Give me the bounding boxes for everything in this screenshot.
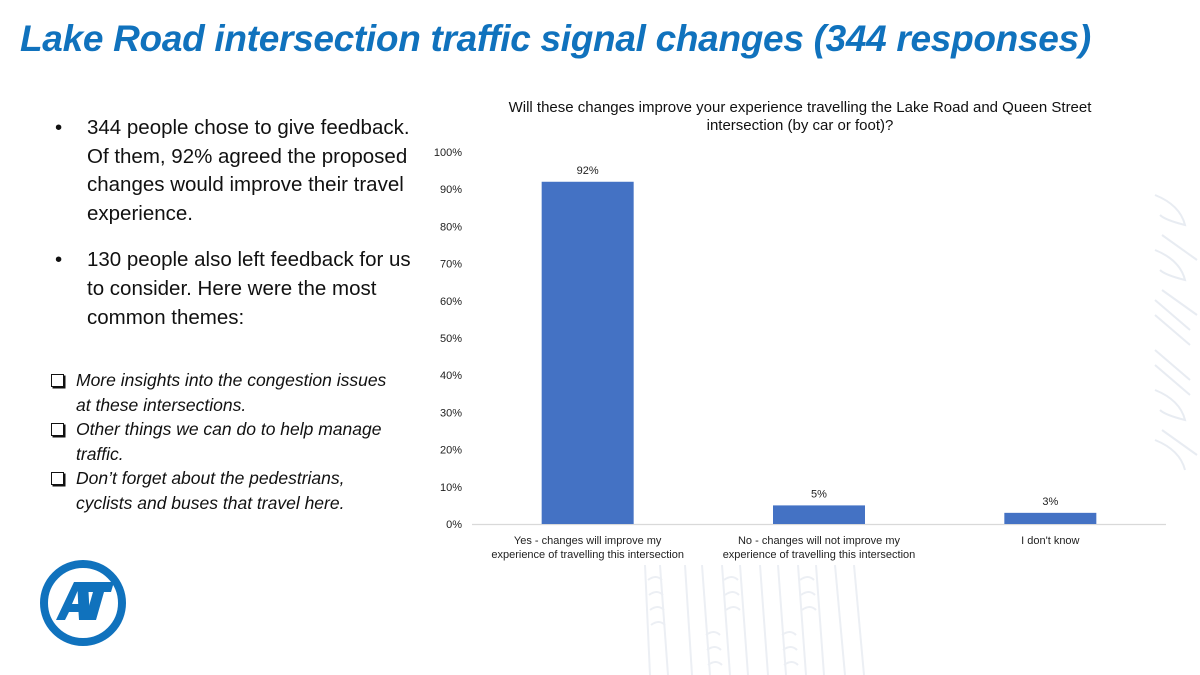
bar — [1004, 512, 1097, 524]
data-label: 92% — [577, 165, 599, 177]
bullet-item: • 344 people chose to give feedback. Of … — [55, 114, 415, 228]
checkbox-icon — [51, 374, 64, 387]
bar — [541, 181, 634, 524]
y-tick-label: 40% — [440, 370, 462, 382]
x-category-label: experience of travelling this intersecti… — [723, 549, 916, 561]
auckland-transport-logo: AT — [40, 560, 126, 646]
y-tick-label: 20% — [440, 445, 462, 457]
x-category-label: I don't know — [1021, 535, 1079, 547]
y-tick-label: 60% — [440, 296, 462, 308]
bullet-item: • 130 people also left feedback for us t… — [55, 246, 415, 332]
y-tick-label: 90% — [440, 184, 462, 196]
bullet-text: 130 people also left feedback for us to … — [87, 248, 411, 329]
y-tick-label: 10% — [440, 482, 462, 494]
x-category-label: Yes - changes will improve my — [514, 535, 662, 547]
themes-list: More insights into the congestion issues… — [48, 368, 388, 516]
theme-item: Other things we can do to help manage tr… — [48, 417, 388, 466]
summary-bullets: • 344 people chose to give feedback. Of … — [55, 114, 415, 332]
data-label: 3% — [1042, 496, 1058, 508]
bullet-marker: • — [55, 116, 63, 139]
checkbox-icon — [51, 472, 64, 486]
x-category-label: experience of travelling this intersecti… — [491, 549, 684, 561]
data-label: 5% — [811, 488, 827, 500]
theme-item: More insights into the congestion issues… — [48, 368, 388, 417]
theme-text: Other things we can do to help manage tr… — [76, 419, 382, 464]
y-tick-label: 50% — [440, 333, 462, 345]
theme-text: Don’t forget about the pedestrians, cycl… — [76, 468, 345, 513]
y-tick-label: 100% — [434, 147, 462, 159]
slide-title: Lake Road intersection traffic signal ch… — [20, 18, 1091, 59]
checkbox-icon — [51, 423, 64, 437]
chart-title: Will these changes improve your experien… — [508, 99, 1092, 134]
watermark-pattern-bottom — [644, 565, 865, 675]
y-tick-label: 0% — [446, 519, 462, 531]
bullet-marker: • — [55, 248, 63, 272]
theme-text: More insights into the congestion issues… — [76, 370, 387, 415]
bar — [773, 505, 865, 524]
theme-item: Don’t forget about the pedestrians, cycl… — [48, 466, 388, 515]
x-category-label: No - changes will not improve my — [738, 535, 901, 547]
y-tick-label: 70% — [440, 259, 462, 271]
y-tick-label: 80% — [440, 221, 462, 233]
bullet-text: 344 people chose to give feedback. Of th… — [87, 116, 410, 225]
watermark-pattern-right — [1154, 194, 1198, 471]
y-tick-label: 30% — [440, 407, 462, 419]
